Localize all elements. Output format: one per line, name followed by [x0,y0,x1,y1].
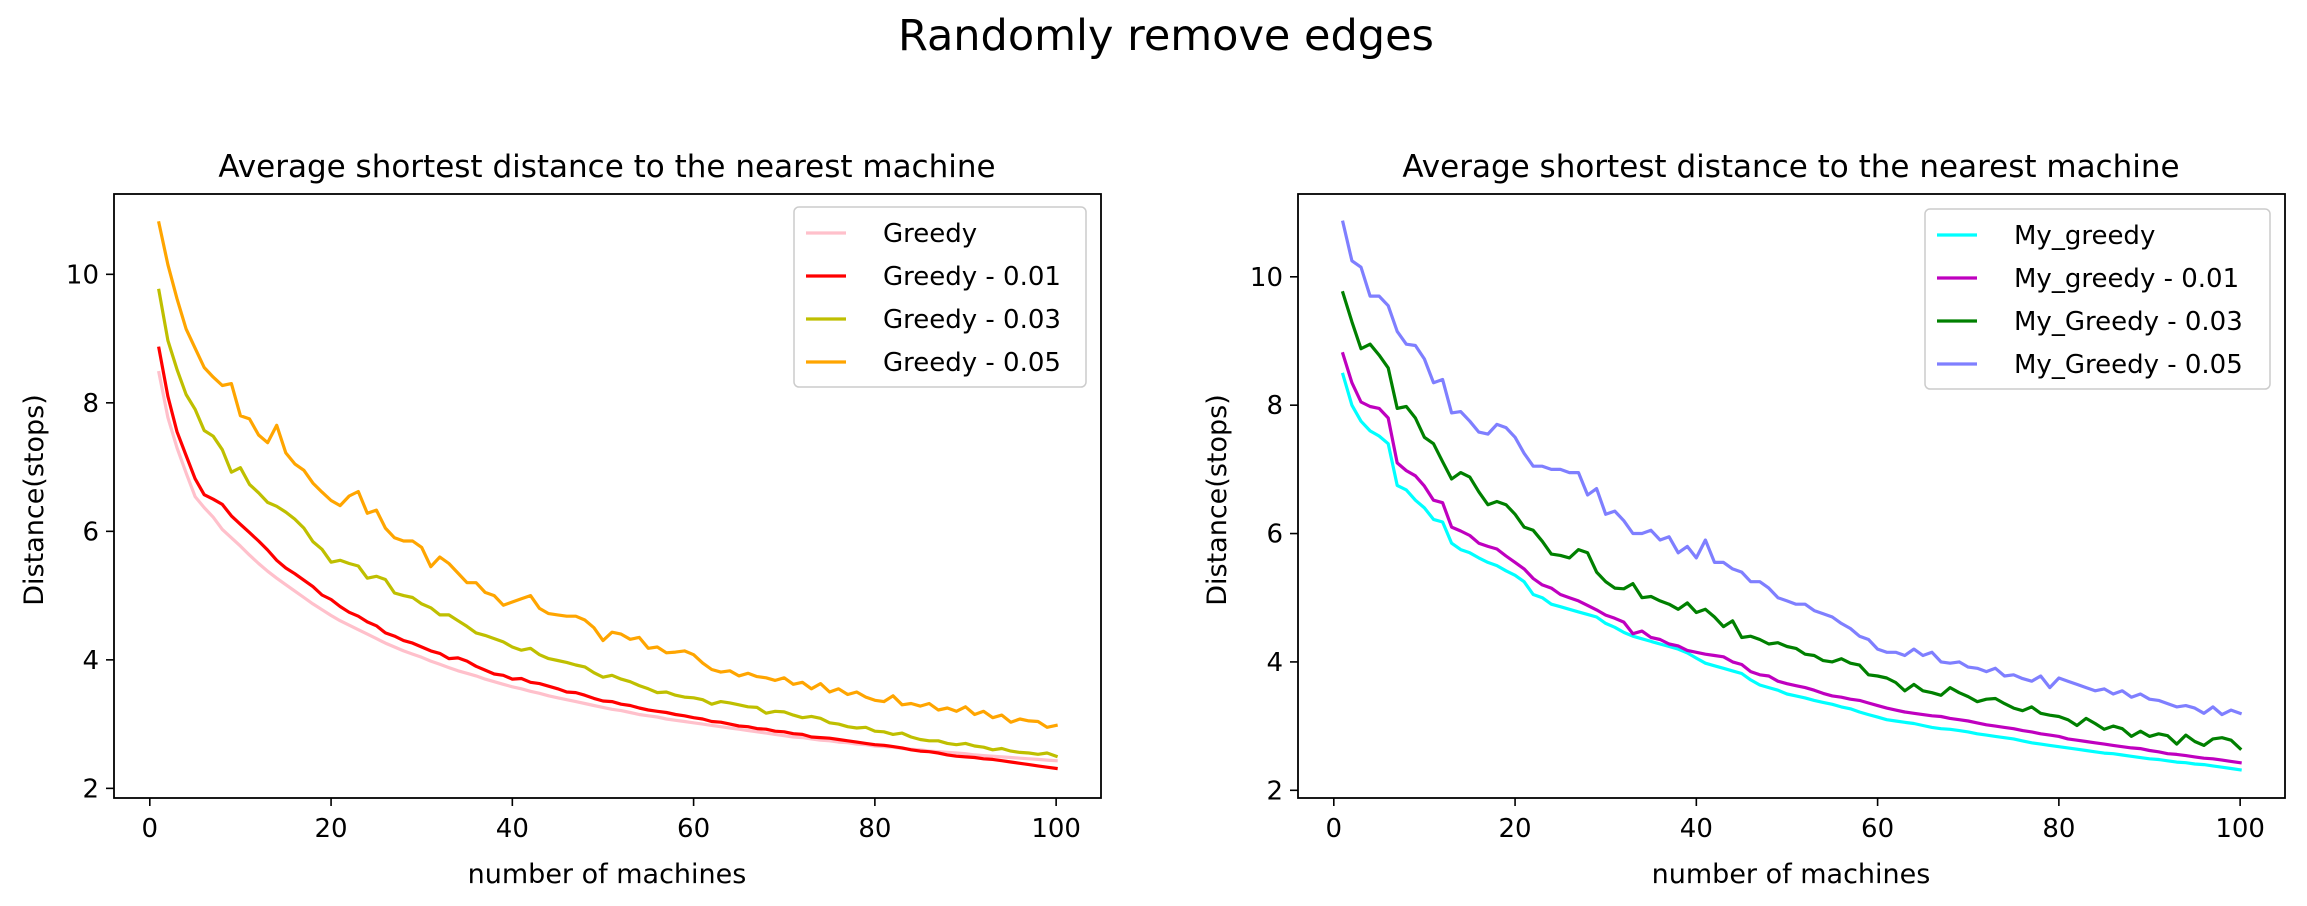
series-lines [1340,220,2243,772]
series-line-3 [1340,220,2243,717]
legend-box [793,206,1087,388]
x-axis-label: number of machines [468,859,747,890]
series-line-2 [1340,290,2243,751]
y-axis-label: Distance(stops) [19,394,50,606]
y-tick-label: 4 [82,646,99,676]
x-tick-label: 100 [2215,814,2265,844]
chart-greedy: Average shortest distance to the nearest… [19,149,1102,890]
x-tick-label: 20 [315,814,348,844]
series-line-1 [157,346,1058,771]
plot-frame [1297,193,2286,799]
y-tick-label: 10 [66,260,99,290]
series-lines [156,220,1059,771]
x-tick-label: 0 [1326,814,1343,844]
y-tick-label: 8 [1266,391,1283,421]
chart-my-greedy: Average shortest distance to the nearest… [1202,149,2286,890]
y-tick-label: 2 [1266,776,1283,806]
series-line-1 [1340,351,2242,765]
y-tick-label: 6 [82,517,99,547]
legend-label: Greedy - 0.01 [883,262,1061,292]
y-tick-label: 4 [1266,648,1283,678]
legend-label: My_greedy [2014,221,2155,251]
x-tick-label: 80 [2042,814,2075,844]
chart-title: Average shortest distance to the nearest… [218,149,995,185]
y-tick-label: 2 [82,774,99,804]
x-tick-label: 20 [1499,814,1532,844]
x-tick-label: 40 [1680,814,1713,844]
x-axis-label: number of machines [1652,859,1931,890]
x-tick-label: 60 [1861,814,1894,844]
x-tick-label: 40 [496,814,529,844]
legend-label: My_Greedy - 0.03 [2014,307,2243,337]
y-tick-label: 8 [82,389,99,419]
legend-label: Greedy [883,219,977,249]
legend-box [1924,208,2271,390]
y-tick-label: 10 [1250,263,1283,293]
figure-title: Randomly remove edges [898,11,1434,61]
legend: My_greedy My_greedy - 0.01 My_Greedy - 0.0… [1924,208,2271,390]
legend-label: Greedy - 0.05 [883,348,1061,378]
legend-label: My_greedy - 0.01 [2014,264,2239,294]
x-tick-label: 100 [1031,814,1081,844]
series-line-0 [1340,372,2242,772]
legend-label: My_Greedy - 0.05 [2014,350,2243,380]
y-tick-label: 6 [1266,520,1283,550]
series-line-2 [157,288,1059,759]
x-tick-label: 0 [142,814,159,844]
x-tick-label: 80 [858,814,891,844]
y-axis-label: Distance(stops) [1202,394,1233,606]
legend: Greedy Greedy - 0.01 Greedy - 0.03 Greedy -… [793,206,1087,388]
series-line-3 [156,220,1058,729]
legend-label: Greedy - 0.03 [883,305,1061,335]
chart-title: Average shortest distance to the nearest… [1402,149,2179,185]
x-tick-label: 60 [677,814,710,844]
plot-frame [113,193,1102,799]
